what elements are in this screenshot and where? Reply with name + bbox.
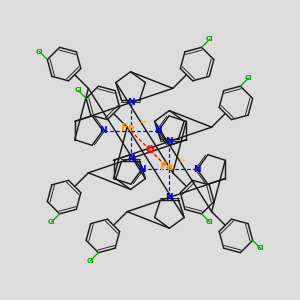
Text: N: N [166,193,173,202]
Text: N: N [127,98,134,107]
Text: Cl: Cl [244,75,252,81]
Text: Cl: Cl [35,49,43,55]
Text: 3+: 3+ [139,119,148,124]
Text: Cl: Cl [206,219,213,225]
Text: N: N [127,154,134,163]
Text: N: N [166,137,173,146]
Text: O: O [146,145,154,155]
Text: N: N [194,165,201,174]
Text: Cl: Cl [206,36,213,42]
Text: Cl: Cl [87,258,94,264]
Text: Fe: Fe [160,162,174,172]
Text: Cl: Cl [48,219,56,225]
Text: N: N [99,126,106,135]
Text: Cl: Cl [257,245,265,251]
Text: Fe: Fe [121,123,135,133]
Text: Cl: Cl [74,87,82,93]
Text: N: N [154,126,162,135]
Text: 3+: 3+ [178,158,187,163]
Text: N: N [138,165,146,174]
